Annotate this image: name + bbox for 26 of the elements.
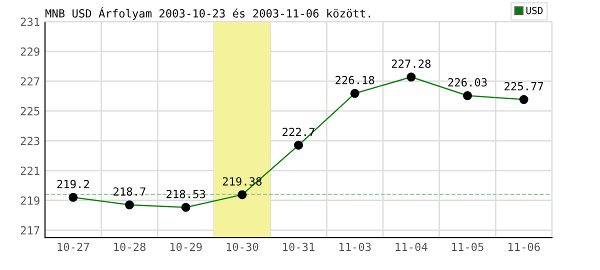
data-label: 219.2 (57, 180, 89, 188)
y-tick-label: 231 (20, 18, 40, 26)
x-tick-label: 10-30 (226, 242, 258, 252)
y-tick-label: 223 (20, 136, 40, 146)
x-tick-label: 11-05 (452, 242, 484, 252)
data-label: 226.18 (336, 76, 374, 84)
x-tick-label: 11-03 (339, 242, 371, 252)
y-tick-label: 225 (20, 106, 40, 116)
data-label: 218.7 (114, 187, 146, 196)
y-tick-label: 229 (20, 47, 40, 56)
data-label: 227.28 (392, 60, 431, 68)
chart-title: MNB USD Árfolyam 2003-10-23 és 2003-11-06 között. (45, 7, 370, 20)
y-tick-label: 227 (20, 77, 40, 86)
x-tick-label: 10-27 (58, 242, 90, 252)
y-tick-label: 217 (20, 226, 40, 234)
legend-label: USD (526, 6, 543, 14)
x-tick-label: 10-29 (170, 242, 202, 252)
data-label: 225.77 (504, 82, 544, 90)
y-tick-label: 219 (20, 196, 40, 205)
x-tick-label: 11-04 (396, 242, 428, 252)
data-label: 226.03 (448, 78, 487, 87)
x-tick-label: 10-31 (283, 242, 314, 252)
x-tick-label: 11-06 (508, 242, 540, 252)
y-tick-label: 221 (20, 166, 40, 175)
x-tick-label: 10-28 (114, 242, 146, 252)
data-label: 218.53 (166, 190, 206, 198)
